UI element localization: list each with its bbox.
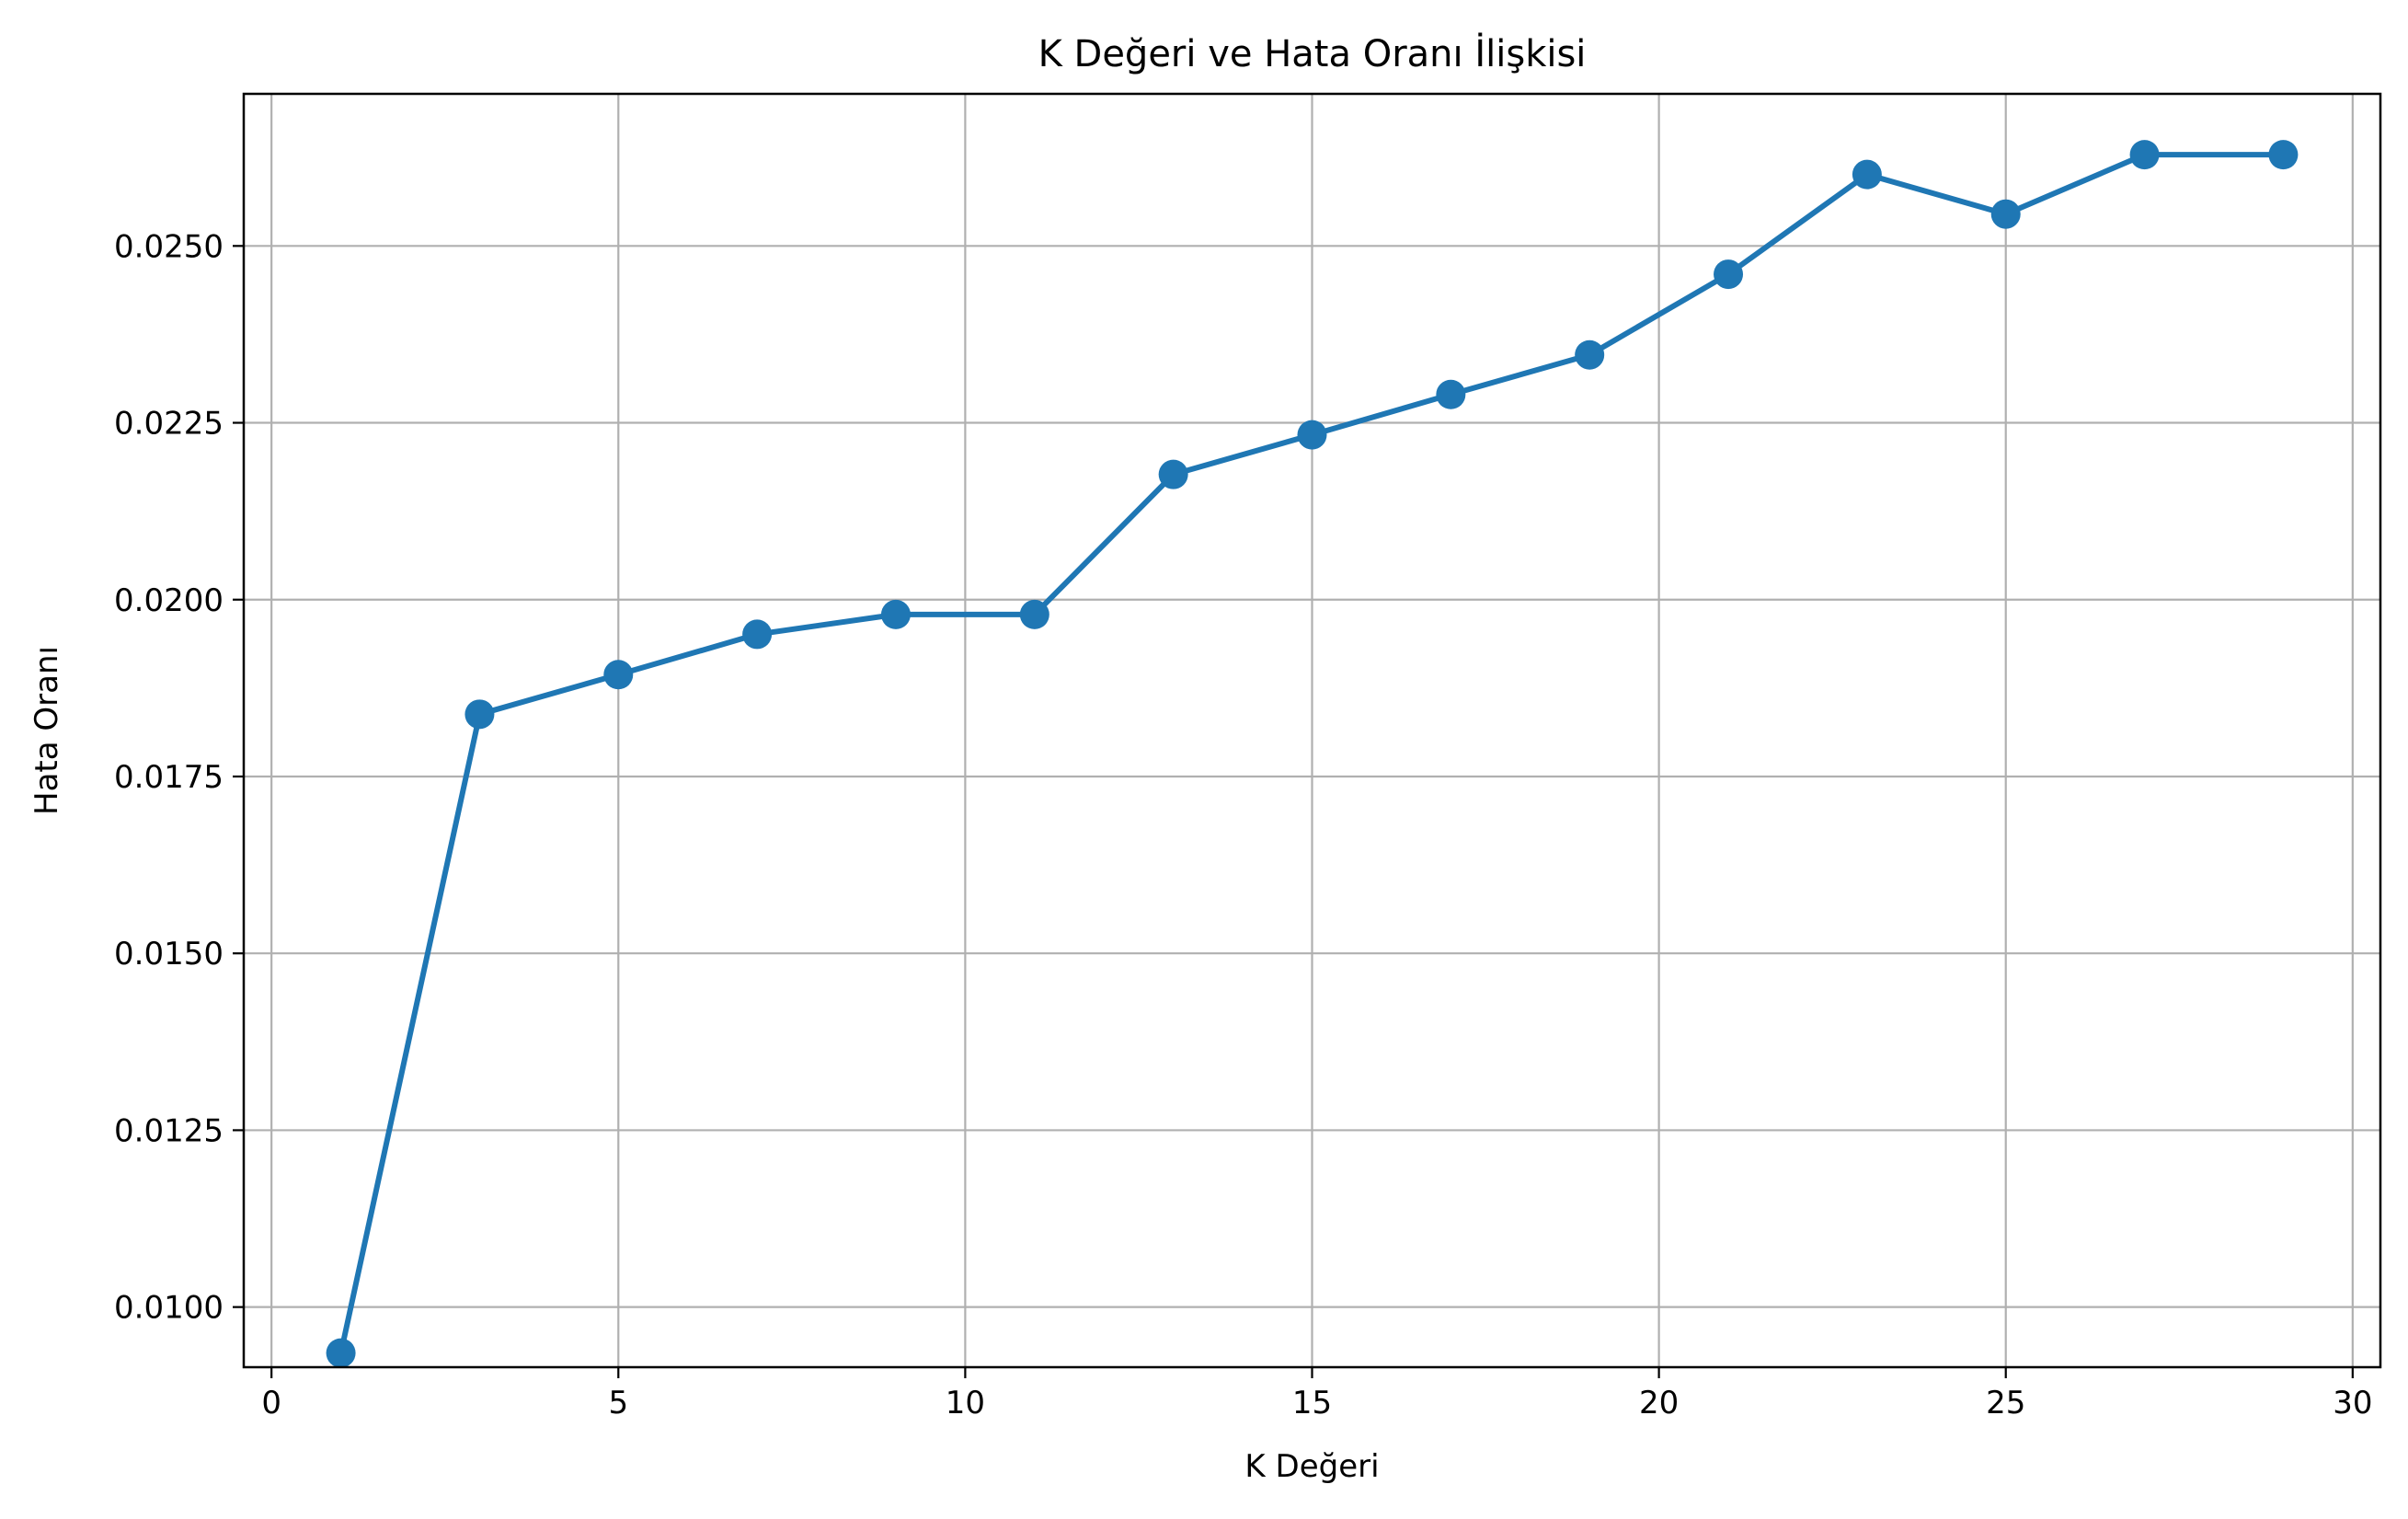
y-tick-label: 0.0100: [114, 1290, 224, 1327]
y-tick-label: 0.0125: [114, 1112, 224, 1149]
data-point-marker: [880, 599, 911, 629]
data-point-marker: [1575, 339, 1605, 370]
data-point-marker: [2129, 140, 2160, 170]
data-point-marker: [1852, 159, 1882, 190]
series-layer: [326, 140, 2299, 1368]
x-axis-label: K Değeri: [1244, 1448, 1379, 1485]
x-tick-label: 10: [946, 1385, 985, 1421]
x-tick-label: 25: [1986, 1385, 2025, 1421]
data-point-marker: [1019, 599, 1049, 629]
x-tick-label: 15: [1292, 1385, 1332, 1421]
data-point-marker: [1297, 420, 1327, 450]
x-tick-label: 20: [1639, 1385, 1679, 1421]
y-tick-label: 0.0150: [114, 936, 224, 972]
y-tick-label: 0.0250: [114, 228, 224, 265]
data-point-marker: [326, 1338, 356, 1368]
x-tick-label: 0: [261, 1385, 281, 1421]
data-point-marker: [1436, 379, 1466, 409]
data-point-marker: [1158, 459, 1188, 489]
data-point-marker: [742, 619, 773, 650]
data-point-marker: [1990, 199, 2021, 229]
x-tick-label: 30: [2333, 1385, 2372, 1421]
data-point-marker: [603, 660, 634, 690]
y-tick-label: 0.0200: [114, 582, 224, 619]
data-point-marker: [464, 699, 495, 730]
y-tick-label: 0.0225: [114, 406, 224, 443]
data-point-marker: [1714, 259, 1744, 290]
axis-ticks: 0 5 10 15 20 25 30 0.0100 0.0125 0.0150 0.0175 0.02…: [114, 228, 2372, 1421]
y-axis-label: Hata Oranı: [29, 646, 65, 815]
y-tick-label: 0.0175: [114, 759, 224, 796]
data-point-marker: [2268, 140, 2299, 170]
chart-title: K Değeri ve Hata Oranı İlişkisi: [1038, 31, 1587, 75]
x-tick-label: 5: [608, 1385, 628, 1421]
